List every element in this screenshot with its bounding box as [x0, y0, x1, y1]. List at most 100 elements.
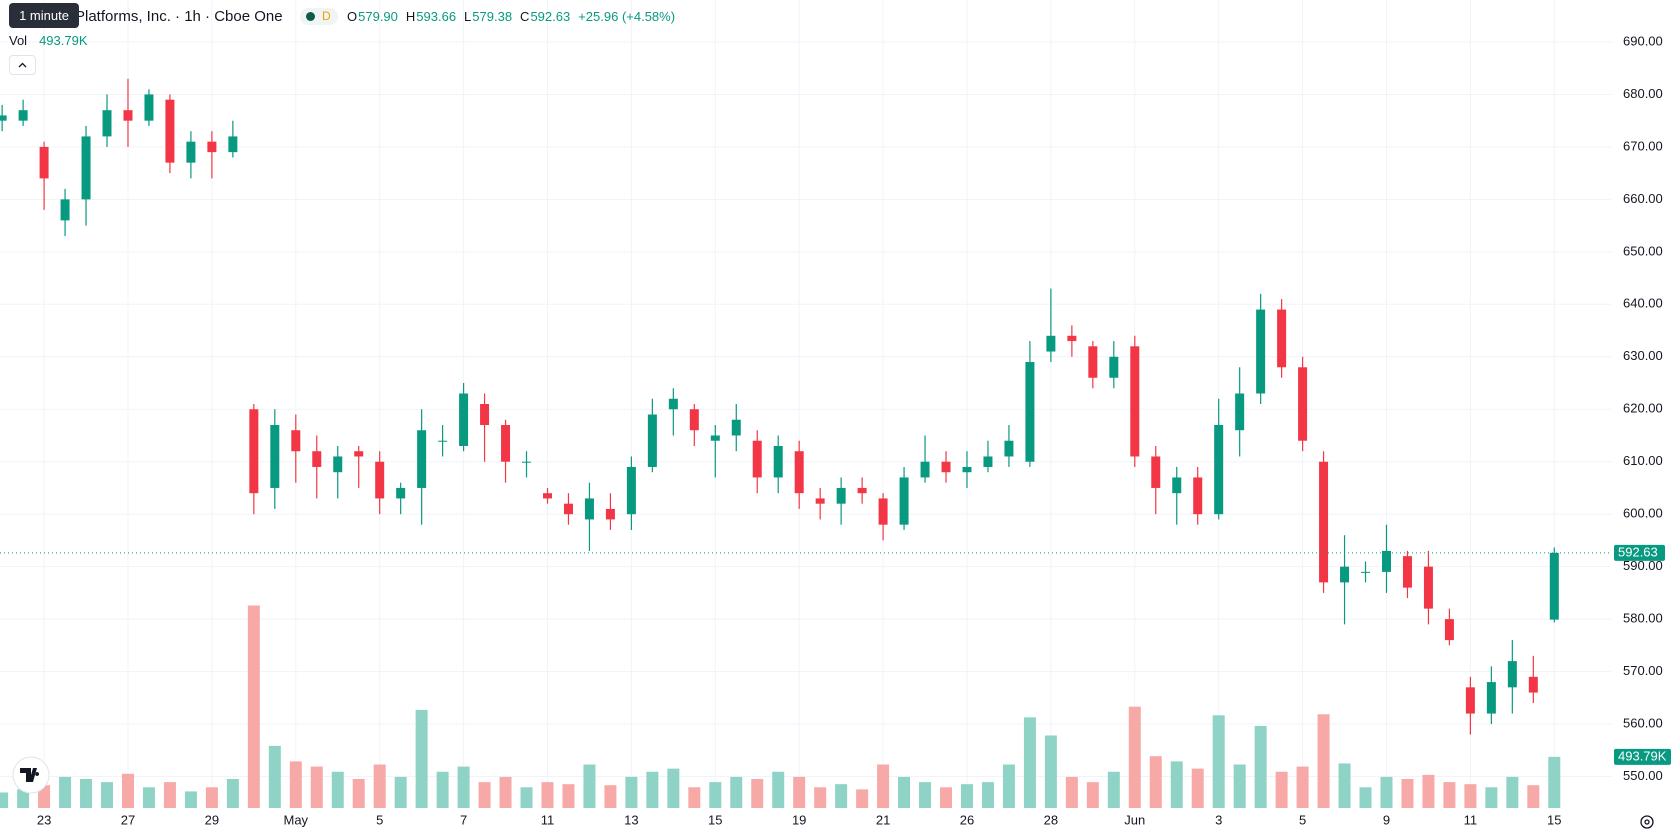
candle-body [354, 451, 364, 457]
volume-bar [856, 789, 869, 808]
candle-body [899, 477, 909, 525]
ohlc-key: H [405, 8, 416, 24]
y-tick-label: 680.00 [1623, 86, 1663, 101]
volume-bar [1317, 714, 1330, 808]
settings-icon[interactable] [1640, 815, 1654, 829]
volume-bar [835, 784, 848, 808]
candle-body [459, 393, 469, 446]
candle-body [522, 461, 532, 463]
volume-bar [919, 782, 932, 808]
volume-bar [226, 778, 239, 808]
volume-bar [1149, 756, 1162, 808]
volume-bar [1002, 764, 1015, 808]
candle-body [1486, 682, 1496, 714]
y-tick-label: 640.00 [1623, 296, 1663, 311]
x-tick-label: 26 [960, 812, 974, 827]
ohlc-value: 593.66 [416, 8, 457, 24]
volume-bar [80, 778, 93, 808]
status-badge: D [300, 8, 338, 25]
x-tick-label: 27 [121, 812, 135, 827]
volume-bar [709, 782, 722, 808]
volume-bar [163, 782, 176, 808]
volume-bar [1401, 778, 1414, 808]
last-price-label: 592.63 [1618, 544, 1658, 559]
x-tick-label: 15 [708, 812, 722, 827]
volume-bar [1485, 787, 1498, 808]
candle-body [1214, 424, 1224, 515]
ohlc-item: L579.38 [464, 9, 512, 24]
x-tick-label: 15 [1547, 812, 1561, 827]
candle-body [1361, 571, 1371, 573]
ohlc-key: O [347, 8, 358, 24]
x-tick-label: 13 [624, 812, 638, 827]
volume-bar [1527, 785, 1540, 808]
volume-bar [247, 605, 260, 808]
candle-body [1130, 346, 1140, 457]
y-tick-label: 670.00 [1623, 138, 1663, 153]
x-tick-label: 5 [1299, 812, 1306, 827]
volume-legend: Vol 493.79K [9, 30, 88, 50]
volume-bar [1443, 782, 1456, 808]
candle-body [920, 461, 930, 478]
volume-bar [1338, 763, 1351, 808]
volume-bar [331, 771, 344, 808]
x-tick-label: 28 [1044, 812, 1058, 827]
y-tick-label: 600.00 [1623, 506, 1663, 521]
volume-bar [499, 776, 512, 808]
volume-bar [1233, 764, 1246, 808]
volume-bar [520, 787, 533, 808]
volume-bar [1506, 776, 1519, 808]
ohlc-value: 579.90 [358, 8, 398, 24]
volume-bar [38, 785, 51, 808]
grid [0, 0, 1611, 808]
volume-bar [981, 782, 994, 808]
volume-bar [898, 776, 911, 808]
ohlc-value: 592.63 [530, 8, 571, 24]
volume-bar [142, 787, 155, 808]
x-tick-label: 11 [541, 812, 555, 827]
volume-bar [940, 787, 953, 808]
collapse-icon [18, 62, 27, 68]
candle-body [731, 419, 741, 436]
candle-body [1025, 362, 1035, 462]
candle-body [1277, 309, 1287, 368]
candle-body [542, 493, 552, 499]
volume-bar [1296, 766, 1309, 808]
volume-bar [541, 782, 554, 808]
x-tick-label: 23 [37, 812, 51, 827]
candle-body [375, 461, 385, 499]
volume-bar [960, 784, 973, 808]
x-tick-label: 29 [205, 812, 219, 827]
volume-bar [583, 764, 596, 808]
volume-bar [478, 782, 491, 808]
volume-bar [121, 773, 134, 808]
y-tick-label: 560.00 [1623, 715, 1663, 730]
x-tick-label: 9 [1383, 812, 1390, 827]
candle-body [689, 409, 699, 431]
collapse-button[interactable] [9, 55, 36, 75]
symbol-title[interactable]: Platforms, Inc. · 1h · Cboe One [75, 7, 283, 25]
interval-badge: D [322, 9, 331, 23]
candle-body [123, 110, 133, 121]
x-tick-label: 5 [376, 812, 383, 827]
candle-body [228, 136, 238, 153]
y-tick-label: 660.00 [1623, 191, 1663, 206]
candle-body [815, 498, 825, 504]
candle-body [752, 440, 762, 478]
ohlc-value: 579.38 [472, 8, 513, 24]
candle-body [626, 466, 636, 515]
candle-body [605, 508, 615, 520]
candle-body [962, 466, 972, 473]
candle-body [1256, 309, 1266, 394]
volume-bar [1170, 761, 1183, 808]
volume-bar [646, 771, 659, 808]
candle-body [396, 487, 406, 499]
price-change: +25.96 (+4.58%) [578, 8, 676, 24]
y-tick-label: 590.00 [1623, 558, 1663, 573]
candle-body [312, 451, 322, 467]
candle-body [39, 146, 49, 179]
volume-value: 493.79K [39, 32, 88, 48]
candle-body [1151, 456, 1161, 488]
y-tick-label: 630.00 [1623, 348, 1663, 363]
